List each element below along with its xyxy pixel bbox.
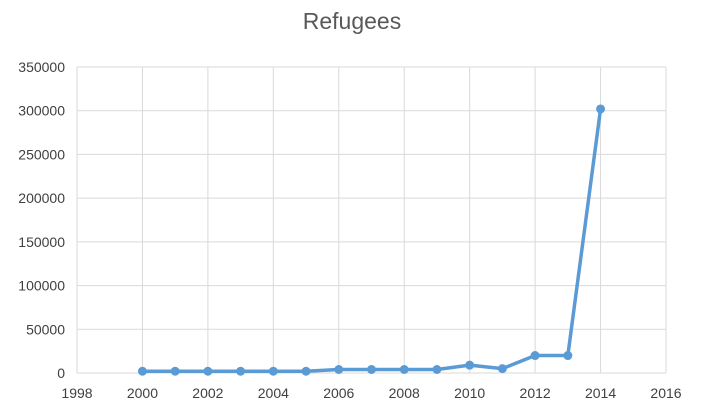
series-group <box>137 104 606 376</box>
x-tick-label: 2012 <box>520 385 551 401</box>
x-tick-label: 2004 <box>258 385 289 401</box>
y-tick-label: 250000 <box>18 146 65 162</box>
x-tick-label: 2006 <box>323 385 354 401</box>
y-tick-label: 100000 <box>18 278 65 294</box>
x-tick-label: 2014 <box>585 385 616 401</box>
data-point <box>399 365 409 375</box>
data-point <box>530 351 540 361</box>
data-point <box>236 366 246 376</box>
y-tick-label: 0 <box>57 365 65 381</box>
x-tick-label: 2000 <box>127 385 158 401</box>
y-tick-label: 300000 <box>18 103 65 119</box>
gridlines <box>76 66 667 374</box>
y-tick-label: 150000 <box>18 234 65 250</box>
data-point <box>203 366 213 376</box>
x-tick-label: 1998 <box>61 385 92 401</box>
data-point <box>268 366 278 376</box>
x-tick-label: 2002 <box>192 385 223 401</box>
data-point <box>563 351 573 361</box>
data-point <box>170 366 180 376</box>
data-point <box>301 366 311 376</box>
x-axis-tick-labels: 1998 2000 2002 2004 2006 2008 2010 2012 2014 2016 <box>61 385 681 401</box>
data-point <box>334 365 344 375</box>
y-axis-tick-labels: 0 50000 100000 150000 200000 250000 300000 3500… <box>18 59 65 381</box>
chart-title: Refugees <box>302 8 402 34</box>
x-tick-label: 2010 <box>454 385 485 401</box>
y-tick-label: 350000 <box>18 59 65 75</box>
data-point <box>137 366 147 376</box>
x-tick-label: 2008 <box>389 385 420 401</box>
data-point <box>596 104 606 114</box>
y-tick-label: 200000 <box>18 190 65 206</box>
x-tick-label: 2016 <box>650 385 681 401</box>
data-point <box>465 360 475 370</box>
y-tick-label: 50000 <box>26 321 65 337</box>
data-point <box>367 365 376 375</box>
data-point <box>432 365 442 375</box>
data-point <box>497 364 507 374</box>
series-line <box>142 108 603 374</box>
